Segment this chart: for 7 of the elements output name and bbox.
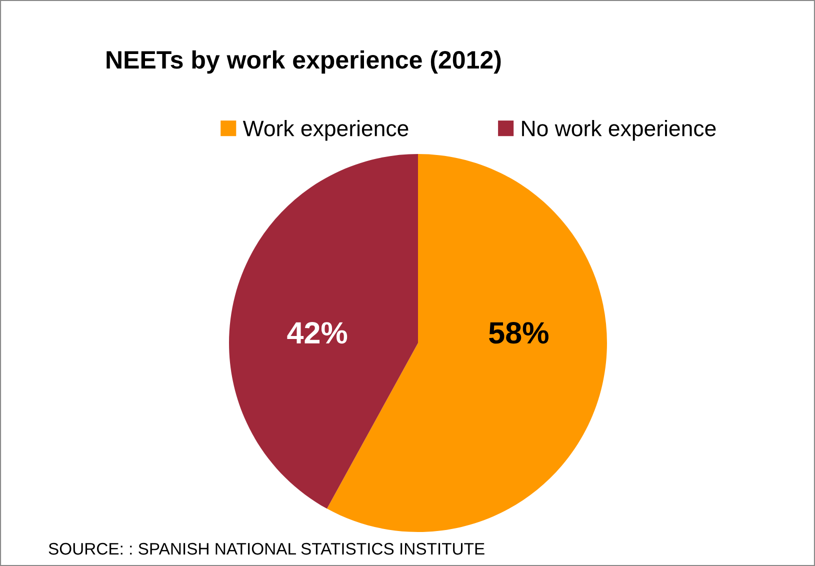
chart-title: NEETs by work experience (2012) [106, 50, 501, 74]
legend-label: No work experience [522, 120, 716, 141]
data-label: 58% [489, 322, 548, 344]
source-note: SOURCE: : SPANISH NATIONAL STATISTICS INSTITUTE [48, 542, 484, 555]
data-label: 42% [287, 322, 348, 344]
pie-slice [229, 154, 418, 509]
legend-label: Work experience [242, 120, 408, 141]
